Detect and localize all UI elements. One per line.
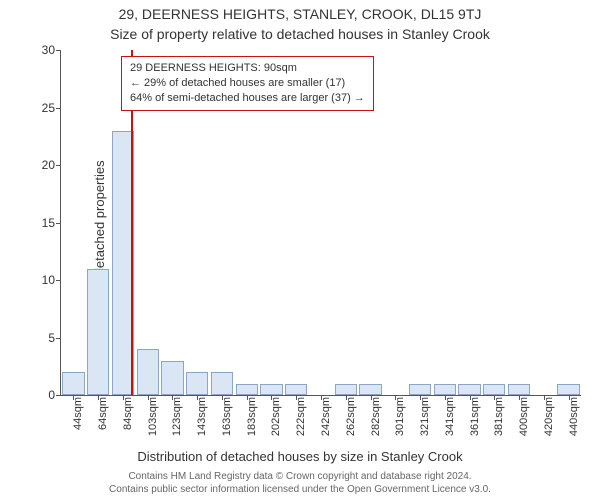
chart-title-line1: 29, DEERNESS HEIGHTS, STANLEY, CROOK, DL…: [0, 6, 600, 22]
x-tick: 183sqm: [246, 397, 258, 436]
x-tick: 123sqm: [171, 397, 183, 436]
histogram-bar: [434, 384, 456, 396]
x-axis-label: Distribution of detached houses by size …: [0, 449, 600, 464]
histogram-bar: [285, 384, 307, 396]
x-tick: 361sqm: [469, 397, 481, 436]
footer-attribution: Contains HM Land Registry data © Crown c…: [0, 471, 600, 496]
histogram-bar: [260, 384, 282, 396]
x-tick: 84sqm: [122, 397, 134, 430]
plot-area: 05101520253044sqm64sqm84sqm103sqm123sqm1…: [60, 50, 581, 396]
x-tick: 103sqm: [147, 397, 159, 436]
info-line1: 29 DEERNESS HEIGHTS: 90sqm: [130, 61, 365, 76]
y-tick: 20: [25, 158, 55, 172]
histogram-bar: [161, 361, 183, 396]
info-line3: 64% of semi-detached houses are larger (…: [130, 91, 365, 106]
histogram-bar: [211, 372, 233, 395]
histogram-bar: [483, 384, 505, 396]
histogram-bar: [458, 384, 480, 396]
histogram-bar: [335, 384, 357, 396]
highlight-info-box: 29 DEERNESS HEIGHTS: 90sqm← 29% of detac…: [121, 56, 374, 111]
y-tick: 25: [25, 101, 55, 115]
footer-line1: Contains HM Land Registry data © Crown c…: [0, 471, 600, 484]
histogram-bar: [186, 372, 208, 395]
histogram-bar: [359, 384, 381, 396]
histogram-bar: [87, 269, 109, 396]
x-tick: 202sqm: [270, 397, 282, 436]
x-tick: 143sqm: [196, 397, 208, 436]
x-tick: 321sqm: [419, 397, 431, 436]
x-tick: 242sqm: [320, 397, 332, 436]
x-tick: 282sqm: [370, 397, 382, 436]
histogram-bar: [62, 372, 84, 395]
x-tick: 262sqm: [345, 397, 357, 436]
histogram-bar: [508, 384, 530, 396]
y-tick: 10: [25, 273, 55, 287]
info-line2: ← 29% of detached houses are smaller (17…: [130, 76, 365, 91]
x-tick: 64sqm: [97, 397, 109, 430]
y-tick: 0: [25, 388, 55, 402]
x-tick: 341sqm: [444, 397, 456, 436]
y-tick: 30: [25, 43, 55, 57]
y-tick: 5: [25, 331, 55, 345]
histogram-bar: [236, 384, 258, 396]
x-tick: 420sqm: [543, 397, 555, 436]
x-tick: 381sqm: [493, 397, 505, 436]
x-tick: 222sqm: [295, 397, 307, 436]
chart-title-line2: Size of property relative to detached ho…: [0, 26, 600, 42]
x-tick: 163sqm: [221, 397, 233, 436]
histogram-bar: [557, 384, 579, 396]
x-tick: 301sqm: [394, 397, 406, 436]
x-tick: 440sqm: [568, 397, 580, 436]
histogram-bar: [137, 349, 159, 395]
histogram-bar: [409, 384, 431, 396]
x-tick: 400sqm: [518, 397, 530, 436]
x-tick: 44sqm: [72, 397, 84, 430]
footer-line2: Contains public sector information licen…: [0, 484, 600, 497]
y-tick: 15: [25, 216, 55, 230]
